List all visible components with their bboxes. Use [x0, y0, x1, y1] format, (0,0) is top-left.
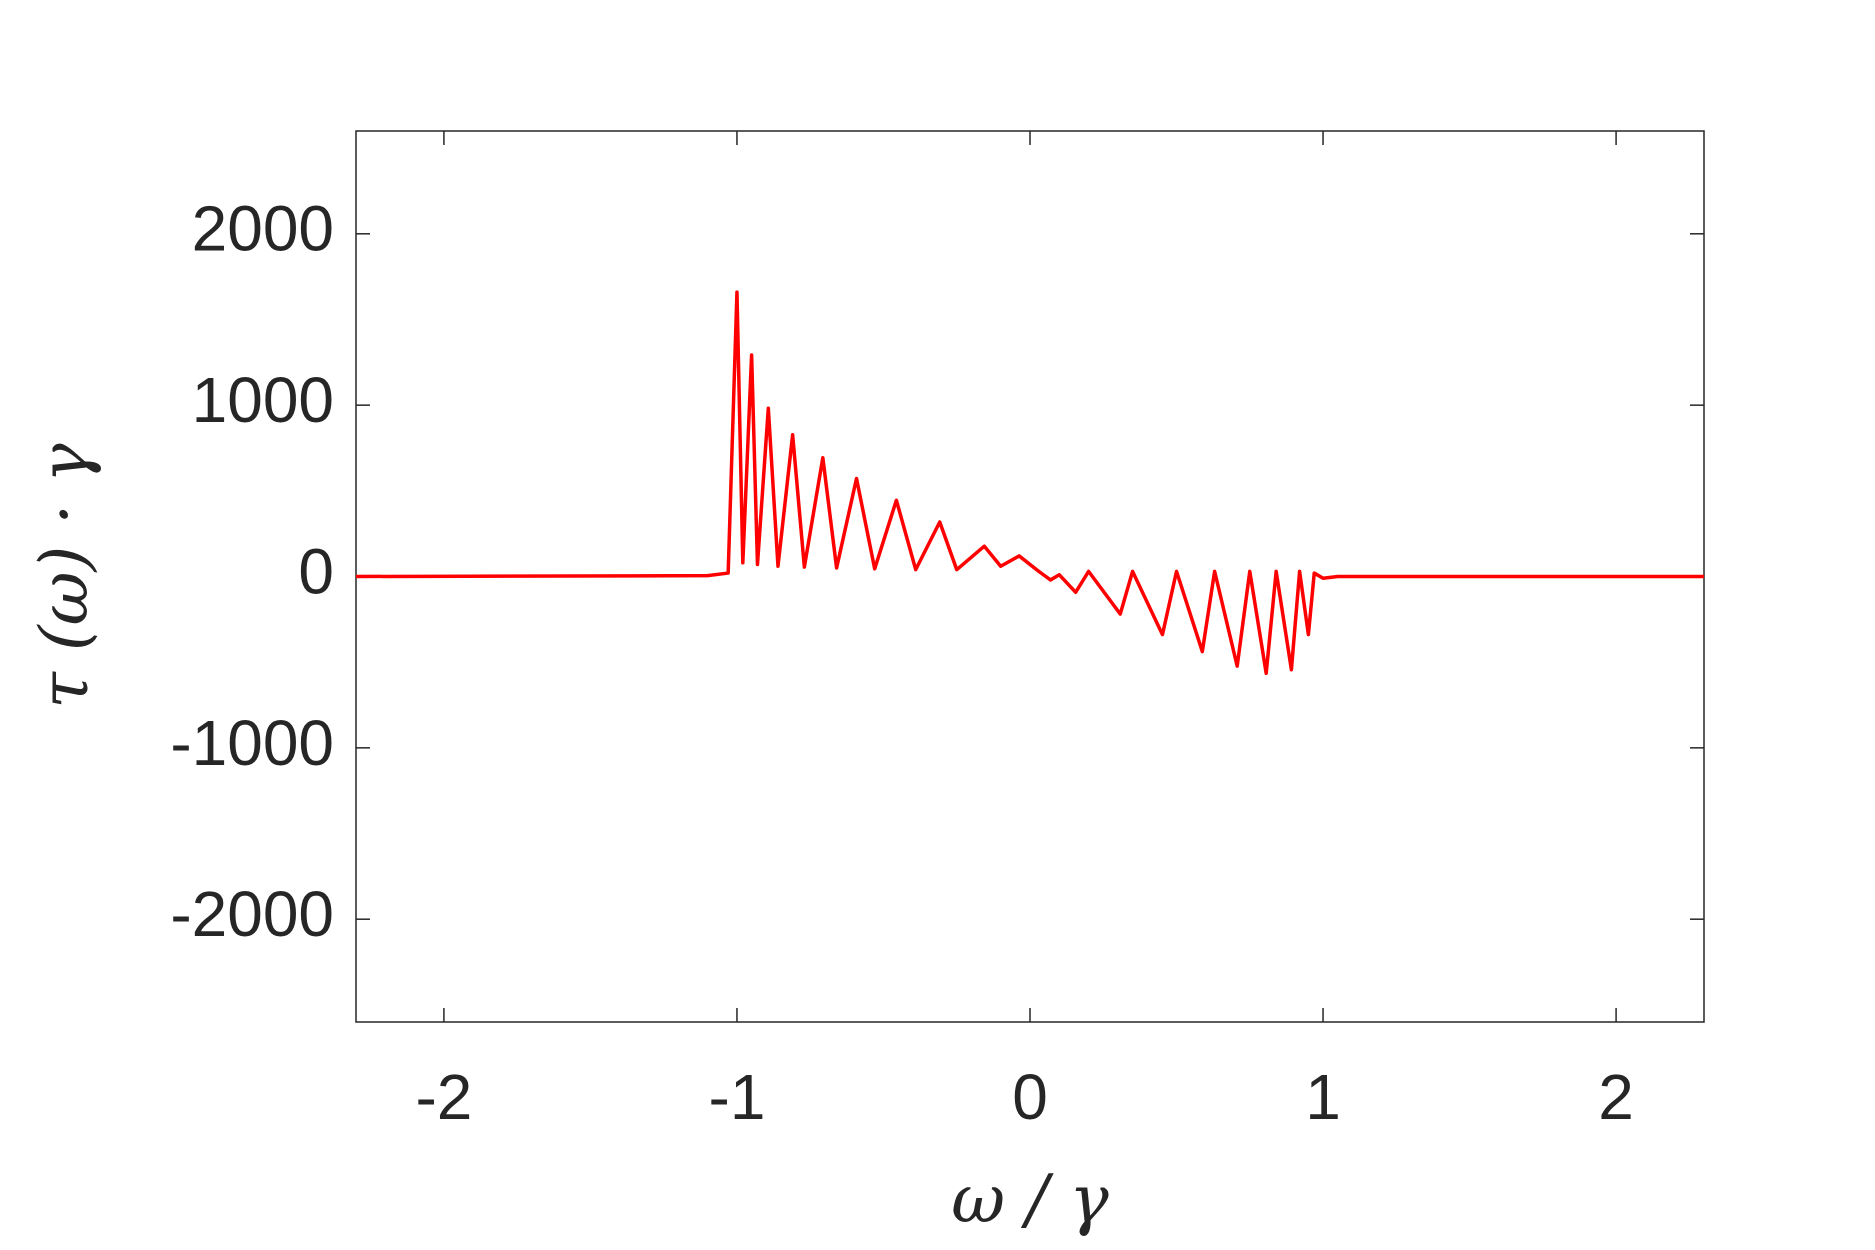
- x-tick-label: 0: [1012, 1061, 1048, 1133]
- x-axis-title: ω / γ: [951, 1161, 1109, 1238]
- y-tick-label: 1000: [192, 364, 334, 436]
- y-tick-label: 0: [298, 535, 334, 607]
- y-tick-label: -2000: [170, 878, 334, 950]
- y-tick-label: 2000: [192, 193, 334, 265]
- x-tick-label: -1: [709, 1061, 766, 1133]
- x-tick-label: 2: [1598, 1061, 1634, 1133]
- x-tick-label: -2: [415, 1061, 472, 1133]
- y-tick-label: -1000: [170, 707, 334, 779]
- data-line: [355, 290, 1704, 676]
- y-axis-title: τ (ω) · γ: [26, 443, 103, 709]
- x-tick-label: 1: [1305, 1061, 1341, 1133]
